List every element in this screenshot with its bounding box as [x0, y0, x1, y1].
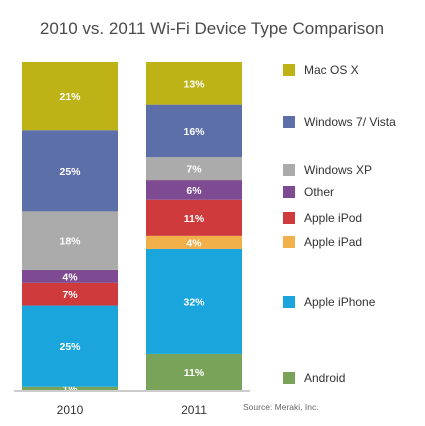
legend-swatch-other	[283, 186, 295, 198]
bar-segment-2010-apple-ipod	[22, 282, 118, 306]
bar-segment-2010-windows-xp	[22, 211, 118, 270]
bars-group: 1%25%7%4%18%25%21%11%32%4%11%6%7%16%13%	[22, 62, 242, 395]
bar-segment-2010-android	[22, 386, 118, 390]
bar-segment-2011-windows-xp	[146, 157, 242, 181]
legend-swatch-windows-7-vista	[283, 116, 295, 128]
data-label-2011-mac-os-x: 13%	[183, 78, 205, 90]
legend-label-mac-os-x: Mac OS X	[304, 63, 359, 77]
legend-label-apple-ipod: Apple iPod	[304, 211, 362, 225]
data-label-2011-apple-iphone: 32%	[183, 296, 205, 308]
data-label-2011-apple-ipod: 11%	[184, 213, 205, 225]
bar-segment-2011-other	[146, 180, 242, 200]
data-label-2011-other: 6%	[186, 185, 202, 197]
bar-segment-2010-apple-iphone	[22, 305, 118, 387]
bar-segment-2010-other	[22, 269, 118, 283]
data-label-2011-windows-xp: 7%	[186, 164, 202, 176]
data-label-2011-windows-7-vista: 16%	[183, 126, 205, 138]
bar-segment-2011-apple-iphone	[146, 248, 242, 354]
legend-swatch-windows-xp	[283, 164, 295, 176]
legend-label-windows-xp: Windows XP	[304, 163, 372, 177]
data-label-2010-apple-ipod: 7%	[62, 289, 78, 301]
data-label-2011-apple-ipad: 4%	[186, 237, 202, 249]
data-label-2010-windows-xp: 18%	[59, 236, 81, 248]
x-axis: 2010 2011	[14, 390, 250, 417]
legend-label-windows-7-vista: Windows 7/ Vista	[304, 115, 396, 129]
legend-swatch-mac-os-x	[283, 64, 295, 76]
bar-segment-2011-mac-os-x	[146, 62, 242, 105]
legend-swatch-apple-ipad	[283, 236, 295, 248]
legend-label-android: Android	[304, 371, 345, 385]
bar-segment-2011-apple-ipod	[146, 199, 242, 236]
x-tick-label-2010: 2010	[57, 403, 84, 417]
bar-segment-2011-android	[146, 353, 242, 390]
legend-label-apple-iphone: Apple iPhone	[304, 295, 376, 309]
data-label-2010-apple-iphone: 25%	[59, 341, 81, 353]
bar-segment-2010-windows-7-vista	[22, 130, 118, 212]
legend-swatch-apple-ipod	[283, 212, 295, 224]
legend-swatch-android	[283, 372, 295, 384]
source-note: Source: Meraki, Inc.	[243, 402, 319, 412]
data-label-2010-mac-os-x: 21%	[59, 91, 81, 103]
legend-swatch-apple-iphone	[283, 296, 295, 308]
bar-segment-2010-mac-os-x	[22, 62, 118, 131]
legend-label-apple-ipad: Apple iPad	[304, 235, 362, 249]
data-label-2010-other: 4%	[62, 271, 78, 283]
data-label-2010-windows-7-vista: 25%	[59, 166, 81, 178]
x-tick-label-2011: 2011	[181, 403, 207, 417]
bar-segment-2011-windows-7-vista	[146, 104, 242, 158]
bar-segment-2011-apple-ipad	[146, 235, 242, 249]
data-label-2011-android: 11%	[184, 367, 205, 379]
chart-title: 2010 vs. 2011 Wi-Fi Device Type Comparis…	[40, 19, 384, 38]
legend-label-other: Other	[304, 185, 334, 199]
legend: Mac OS X Windows 7/ Vista Windows XP Other A…	[283, 63, 396, 385]
